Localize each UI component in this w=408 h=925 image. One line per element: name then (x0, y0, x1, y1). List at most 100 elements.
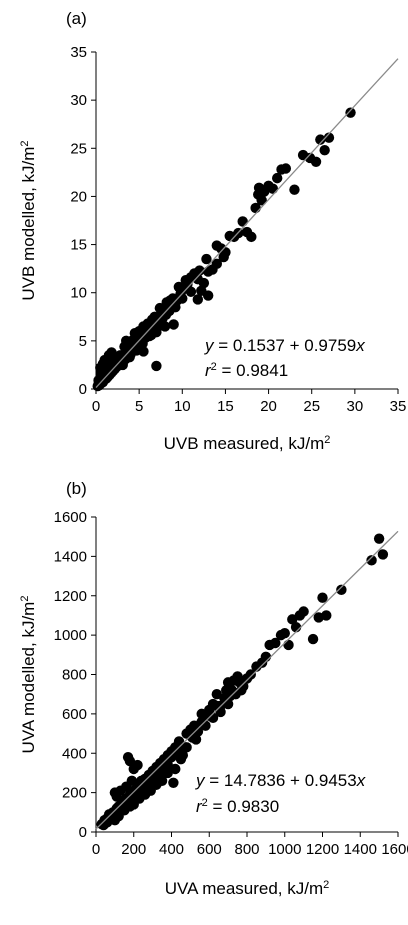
y-tick-label: 1000 (54, 627, 87, 644)
data-point (173, 281, 185, 293)
data-point (192, 294, 204, 305)
x-tick-label: 1600 (381, 841, 408, 858)
data-point (166, 751, 177, 763)
data-point (220, 247, 231, 258)
y-tick-label: 800 (62, 667, 87, 684)
data-point (127, 334, 139, 346)
regression-equation: y = 14.7836 + 0.9453x (195, 771, 366, 790)
x-tick-label: 0 (92, 841, 100, 858)
data-point (211, 688, 222, 700)
data-point (201, 253, 212, 265)
data-point (260, 651, 272, 662)
y-tick-label: 15 (70, 237, 87, 254)
data-point (323, 132, 335, 143)
y-tick-label: 1400 (54, 548, 87, 565)
data-point (173, 736, 185, 747)
x-tick-label: 10 (174, 398, 191, 415)
data-point (310, 156, 322, 167)
data-point (177, 293, 188, 304)
x-tick-label: 1200 (306, 841, 339, 858)
r-squared-label: r2 = 0.9841 (205, 361, 288, 380)
regression-equation: y = 0.1537 + 0.9759x (204, 336, 365, 355)
x-tick-label: 25 (303, 398, 320, 415)
data-point (280, 163, 292, 174)
y-tick-label: 1600 (54, 509, 87, 526)
x-tick-label: 600 (197, 841, 222, 858)
data-point (211, 258, 222, 270)
y-tick-label: 35 (70, 44, 87, 61)
x-tick-label: 400 (159, 841, 184, 858)
data-point (181, 742, 192, 753)
data-point (279, 627, 290, 639)
y-tick-label: 30 (70, 92, 87, 109)
y-tick-label: 20 (70, 188, 87, 205)
data-point (377, 549, 389, 560)
data-point (146, 329, 157, 341)
data-point (170, 301, 181, 313)
x-tick-label: 1400 (344, 841, 377, 858)
x-axis-label: UVB measured, kJ/m2 (164, 434, 331, 453)
y-tick-label: 25 (70, 140, 87, 157)
y-tick-label: 600 (62, 706, 87, 723)
data-point (202, 290, 214, 301)
data-point (168, 319, 179, 330)
data-point (149, 311, 160, 322)
data-point (317, 592, 328, 603)
x-tick-label: 5 (135, 398, 143, 415)
x-tick-label: 1000 (268, 841, 301, 858)
data-point (321, 610, 332, 621)
data-point (245, 669, 256, 680)
panel-label: (b) (66, 479, 87, 498)
panel-label: (a) (66, 9, 87, 28)
x-tick-label: 200 (121, 841, 146, 858)
x-tick-label: 30 (347, 398, 364, 415)
x-tick-label: 20 (260, 398, 277, 415)
y-tick-label: 10 (70, 285, 87, 302)
data-point (272, 172, 283, 184)
data-point (180, 274, 191, 286)
data-point (345, 107, 356, 118)
data-point (117, 359, 128, 371)
data-point (237, 216, 248, 227)
data-point (290, 622, 302, 633)
data-point (307, 633, 319, 645)
data-point (366, 555, 377, 566)
x-tick-label: 0 (92, 398, 100, 415)
data-point (177, 750, 189, 761)
data-point (198, 277, 210, 289)
x-tick-label: 800 (234, 841, 259, 858)
data-point (194, 265, 205, 276)
y-tick-label: 0 (79, 824, 87, 841)
data-point (98, 819, 109, 831)
data-point (151, 360, 162, 372)
data-point (101, 363, 112, 374)
chart-panel-a: (a) 0 5 10 15 20 25 30 35 0 5 10 15 20 25 30 35 y = 0.153… (19, 9, 406, 453)
data-point (298, 606, 309, 617)
y-tick-label: 400 (62, 745, 87, 762)
x-axis-label: UVA measured, kJ/m2 (165, 879, 330, 898)
data-point (256, 195, 267, 206)
data-point (132, 759, 143, 771)
data-point (156, 320, 167, 331)
data-point (185, 286, 197, 297)
x-tick-label: 15 (217, 398, 234, 415)
data-point (137, 338, 148, 349)
data-point (267, 183, 279, 194)
regression-line (95, 58, 399, 388)
data-point (190, 734, 202, 745)
data-point (196, 708, 207, 720)
data-point (373, 533, 385, 544)
regression-line (95, 530, 399, 830)
data-point (283, 639, 294, 651)
data-point (270, 637, 281, 649)
data-point (315, 134, 326, 145)
data-point (106, 812, 118, 823)
y-tick-label: 200 (62, 785, 87, 802)
y-tick-label: 1200 (54, 588, 87, 605)
data-point (246, 231, 257, 243)
data-point (168, 777, 179, 788)
y-tick-label: 0 (79, 381, 87, 398)
data-point (319, 145, 330, 156)
